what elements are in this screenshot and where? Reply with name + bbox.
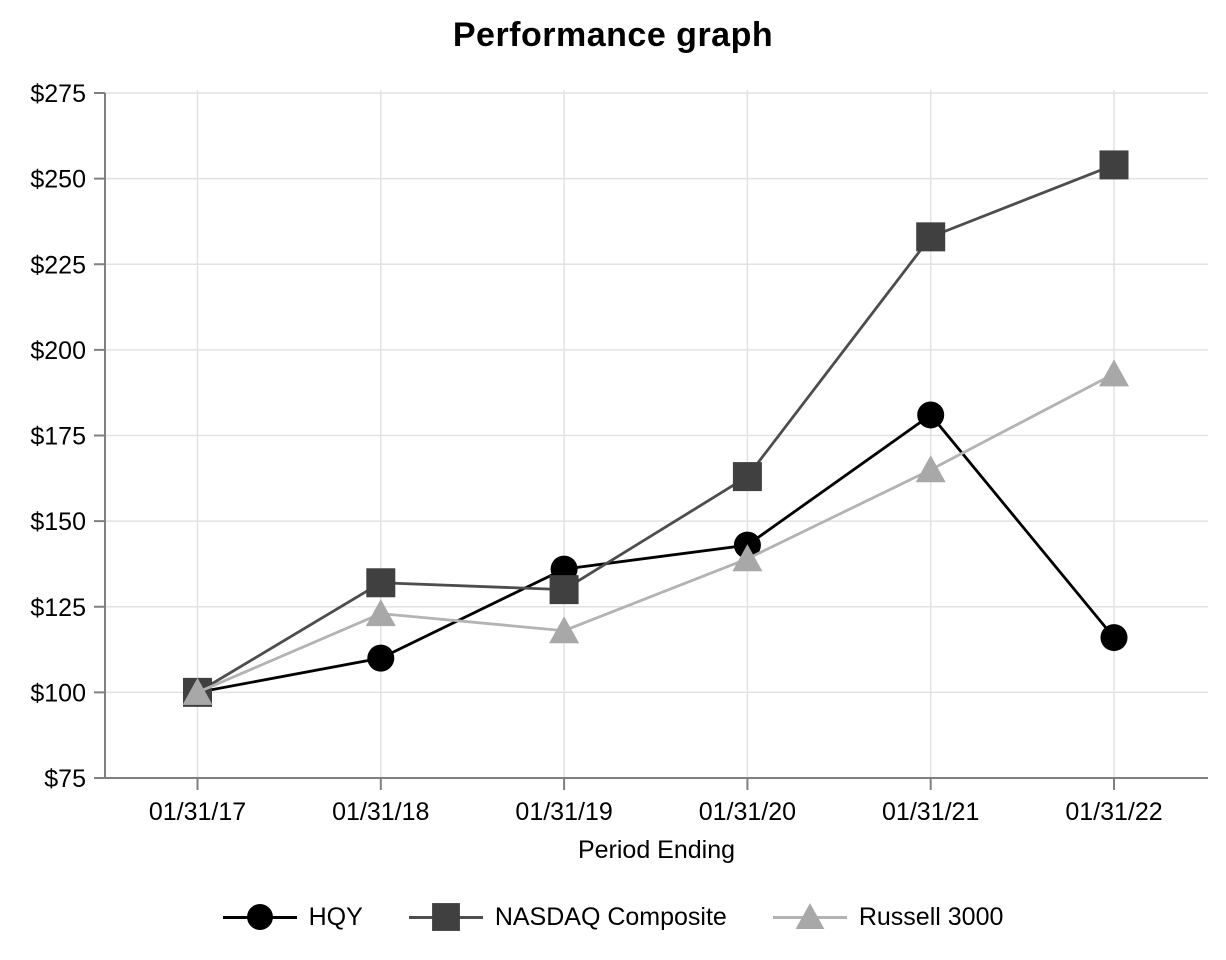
y-tick-label: $225 bbox=[30, 251, 86, 279]
series-hqy-circle-marker bbox=[367, 644, 395, 672]
series-russell-3000-triangle-marker bbox=[915, 455, 946, 483]
legend-label-hqy: HQY bbox=[308, 902, 363, 931]
series-russell-3000-triangle-marker bbox=[732, 544, 763, 572]
x-tick-label: 01/31/22 bbox=[1065, 798, 1162, 826]
y-tick-label: $250 bbox=[30, 166, 86, 194]
legend-item-russell-3000: Russell 3000 bbox=[772, 900, 1004, 934]
series-nasdaq-composite-square-marker bbox=[916, 222, 946, 252]
y-tick-label: $125 bbox=[30, 594, 86, 622]
legend-item-hqy: HQY bbox=[222, 900, 363, 934]
series-nasdaq-composite-square-marker bbox=[1099, 150, 1129, 180]
series-line-hqy bbox=[197, 413, 1116, 694]
series-line-russell-3000 bbox=[196, 372, 1115, 694]
legend-item-nasdaq-composite: NASDAQ Composite bbox=[408, 900, 727, 934]
x-tick-label: 01/31/20 bbox=[699, 798, 796, 826]
series-nasdaq-composite-square-marker bbox=[549, 575, 579, 605]
legend-marker-svg-hqy bbox=[246, 904, 273, 930]
legend-swatch-russell-3000 bbox=[772, 900, 847, 934]
series-nasdaq-composite-square-marker bbox=[366, 568, 396, 598]
legend-swatch-hqy bbox=[222, 900, 297, 934]
x-tick-label: 01/31/18 bbox=[332, 798, 429, 826]
y-tick-label: $200 bbox=[30, 337, 86, 365]
series-nasdaq-composite-square-marker bbox=[732, 462, 762, 492]
legend-square-marker-icon bbox=[431, 903, 460, 931]
x-axis-title: Period Ending bbox=[577, 836, 736, 864]
legend-triangle-marker-icon bbox=[795, 903, 825, 929]
series-russell-3000-triangle-marker bbox=[365, 599, 396, 627]
y-tick-label: $100 bbox=[30, 679, 86, 707]
legend-label-russell-3000: Russell 3000 bbox=[858, 902, 1004, 931]
y-tick-label: $175 bbox=[30, 423, 86, 451]
y-tick-label: $275 bbox=[30, 80, 86, 108]
legend-label-nasdaq-composite: NASDAQ Composite bbox=[494, 902, 727, 931]
series-russell-3000-triangle-marker bbox=[549, 616, 580, 644]
series-line-nasdaq-composite bbox=[196, 163, 1115, 694]
x-tick-label: 01/31/21 bbox=[882, 798, 979, 826]
x-tick-label: 01/31/19 bbox=[515, 798, 612, 826]
chart-legend: HQY NASDAQ Composite Russell 3000 bbox=[0, 900, 1226, 934]
x-tick-label: 01/31/17 bbox=[149, 798, 246, 826]
y-tick-label: $150 bbox=[30, 508, 86, 536]
legend-marker-svg-russell-3000 bbox=[795, 903, 825, 929]
series-russell-3000-triangle-marker bbox=[1099, 359, 1129, 387]
series-hqy-circle-marker bbox=[917, 401, 945, 429]
legend-marker-svg-nasdaq-composite bbox=[431, 903, 460, 931]
series-hqy-circle-marker bbox=[1100, 624, 1128, 652]
series-russell-3000-triangle-marker bbox=[182, 677, 213, 705]
y-tick-label: $75 bbox=[44, 765, 86, 793]
legend-circle-marker-icon bbox=[246, 904, 273, 930]
legend-swatch-nasdaq-composite bbox=[408, 900, 483, 934]
chart-title: Performance graph bbox=[452, 16, 774, 54]
